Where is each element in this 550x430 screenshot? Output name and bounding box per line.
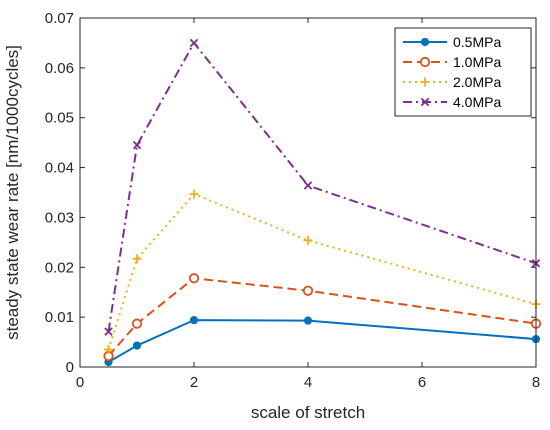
y-tick-label: 0.03 [45,209,74,226]
data-point [131,318,143,329]
legend-item: 0.5MPa [403,34,501,50]
legend-marker [419,56,431,68]
y-tick-label: 0.01 [45,309,74,326]
data-point [303,316,313,325]
data-point [303,235,313,245]
data-point [303,181,313,190]
series-layer [103,38,542,367]
y-tick-label: 0.07 [45,10,74,27]
x-tick-label: 0 [76,374,84,391]
x-tick-label: 8 [532,374,540,391]
x-tick-label: 4 [304,374,312,391]
y-tick-label: 0.06 [45,60,74,77]
legend-item: 4.0MPa [403,94,501,110]
x-tick-label: 2 [190,374,198,391]
y-axis-label: steady state wear rate [nm/1000cycles] [3,45,22,340]
y-tick-label: 0 [66,359,74,376]
x-tick-label: 6 [418,374,426,391]
data-point [189,316,199,325]
data-point [189,38,199,48]
y-tick-label: 0.04 [45,160,74,177]
y-tick-label: 0.02 [45,259,74,276]
legend-label: 2.0MPa [453,74,501,90]
data-point [189,189,199,199]
y-tick-label: 0.05 [45,110,74,127]
legend: 0.5MPa 1.0MPa 2.0MPa 4.0MPa [394,27,532,117]
series-0.5MPa [104,316,541,367]
data-point [132,341,142,350]
data-point [188,273,200,284]
legend-label: 1.0MPa [453,54,501,70]
legend-label: 0.5MPa [453,34,501,50]
legend-item: 2.0MPa [403,74,501,90]
legend-marker [420,97,430,107]
ticks-layer: 0 2 4 6 8 0 0.01 0.02 0.03 0.04 0.05 0.06 0.07 [45,10,540,391]
legend-marker [420,37,430,47]
legend-item: 1.0MPa [403,54,501,70]
legend-label: 4.0MPa [453,94,501,110]
data-point [104,345,113,355]
data-point [302,285,314,296]
legend-marker [420,77,430,87]
x-axis-label: scale of stretch [251,403,365,422]
data-point [104,327,113,336]
series-1.0MPa [103,273,542,362]
data-point [132,254,142,264]
data-point [132,140,142,150]
